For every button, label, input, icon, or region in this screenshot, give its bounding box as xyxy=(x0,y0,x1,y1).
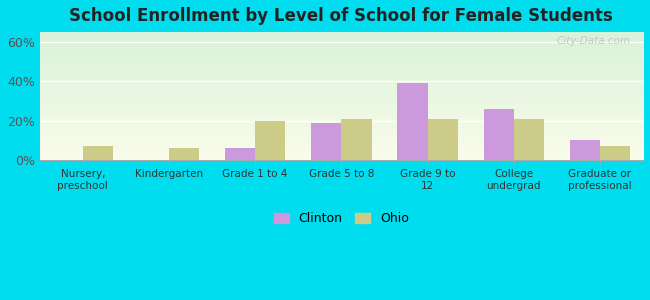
Bar xyxy=(225,148,255,160)
Bar xyxy=(570,140,600,160)
Title: School Enrollment by Level of School for Female Students: School Enrollment by Level of School for… xyxy=(70,7,613,25)
Legend: Clinton, Ohio: Clinton, Ohio xyxy=(268,207,414,230)
Bar xyxy=(83,146,113,160)
Bar xyxy=(397,83,428,160)
Bar xyxy=(514,118,544,160)
Bar xyxy=(341,118,372,160)
Bar xyxy=(484,109,514,160)
Bar xyxy=(600,146,630,160)
Bar xyxy=(428,118,458,160)
Text: City-Data.com: City-Data.com xyxy=(557,36,631,46)
Bar xyxy=(311,122,341,160)
Bar xyxy=(169,148,199,160)
Bar xyxy=(255,121,285,160)
